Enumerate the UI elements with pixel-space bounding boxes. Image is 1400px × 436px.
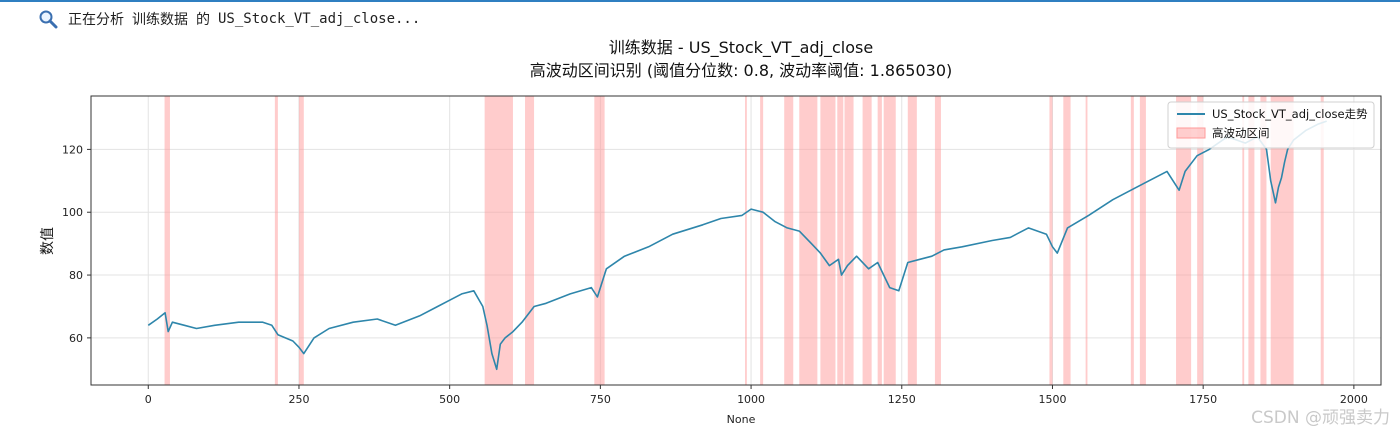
high-volatility-band bbox=[1197, 96, 1204, 385]
legend: US_Stock_VT_adj_close走势 高波动区间 bbox=[1167, 101, 1375, 149]
status-particle: 的 bbox=[196, 12, 210, 28]
y-tick-label: 80 bbox=[69, 269, 83, 282]
x-tick-label: 750 bbox=[590, 393, 611, 406]
legend-series-label: US_Stock_VT_adj_close走势 bbox=[1212, 107, 1368, 121]
x-tick-label: 1500 bbox=[1038, 393, 1066, 406]
x-tick-label: 1750 bbox=[1189, 393, 1217, 406]
x-tick-label: 500 bbox=[439, 393, 460, 406]
high-volatility-band bbox=[820, 96, 836, 385]
x-tick-label: 0 bbox=[145, 393, 152, 406]
high-volatility-band bbox=[745, 96, 747, 385]
high-volatility-band bbox=[907, 96, 917, 385]
status-line: 正在分析 训练数据 的 US_Stock_VT_adj_close... bbox=[38, 8, 420, 30]
high-volatility-band bbox=[934, 96, 941, 385]
series-line bbox=[147, 120, 1327, 371]
high-volatility-band bbox=[274, 96, 278, 385]
status-dataset: 训练数据 bbox=[132, 12, 188, 28]
high-volatility-band bbox=[862, 96, 872, 385]
legend-band-label: 高波动区间 bbox=[1212, 126, 1270, 140]
x-tick-label: 1000 bbox=[737, 393, 765, 406]
high-volatility-band bbox=[837, 96, 844, 385]
watermark: CSDN @顽强卖力 bbox=[1251, 408, 1390, 428]
high-volatility-band bbox=[298, 96, 304, 385]
high-volatility-band bbox=[1248, 96, 1255, 385]
high-volatility-band bbox=[760, 96, 764, 385]
status-column: US_Stock_VT_adj_close... bbox=[218, 11, 421, 27]
high-volatility-band bbox=[784, 96, 794, 385]
y-tick-label: 60 bbox=[69, 332, 83, 345]
high-volatility-band bbox=[1242, 96, 1245, 385]
high-volatility-band bbox=[1049, 96, 1053, 385]
high-volatility-band bbox=[1130, 96, 1134, 385]
y-tick-label: 100 bbox=[62, 206, 83, 219]
legend-box bbox=[1167, 101, 1375, 149]
high-volatility-band bbox=[164, 96, 170, 385]
search-icon bbox=[39, 10, 58, 29]
x-tick-label: 250 bbox=[288, 393, 309, 406]
legend-band-swatch bbox=[1176, 127, 1206, 139]
high-volatility-band bbox=[1320, 96, 1324, 385]
high-volatility-band bbox=[1085, 96, 1088, 385]
window-top-border bbox=[0, 0, 1400, 2]
axis-ticks: 0 250 500 750 1000 1250 1500 1750 2000 60 80 100 120 bbox=[62, 143, 1368, 406]
high-volatility-band bbox=[1063, 96, 1071, 385]
high-volatility-band bbox=[877, 96, 882, 385]
plot-frame bbox=[90, 95, 1382, 386]
x-tick-label: 2000 bbox=[1340, 393, 1368, 406]
x-axis-label: None bbox=[727, 413, 756, 426]
high-volatility-band bbox=[525, 96, 535, 385]
high-volatility-band bbox=[883, 96, 896, 385]
high-volatility-band bbox=[594, 96, 605, 385]
y-tick-label: 120 bbox=[62, 143, 83, 156]
status-prefix: 正在分析 bbox=[68, 12, 124, 28]
high-volatility-band bbox=[1139, 96, 1146, 385]
x-tick-label: 1250 bbox=[888, 393, 916, 406]
volatility-chart: 训练数据 - US_Stock_VT_adj_close 高波动区间识别 (阈值… bbox=[40, 38, 1382, 426]
y-axis-label: 数值 bbox=[40, 227, 56, 255]
high-volatility-band bbox=[484, 96, 513, 385]
chart-subtitle: 高波动区间识别 (阈值分位数: 0.8, 波动率阈值: 1.865030) bbox=[530, 61, 953, 80]
high-volatility-band bbox=[844, 96, 854, 385]
chart-title: 训练数据 - US_Stock_VT_adj_close bbox=[609, 38, 873, 58]
high-volatility-band bbox=[1270, 96, 1294, 385]
high-volatility-band bbox=[1260, 96, 1267, 385]
high-volatility-bands bbox=[164, 96, 1324, 385]
